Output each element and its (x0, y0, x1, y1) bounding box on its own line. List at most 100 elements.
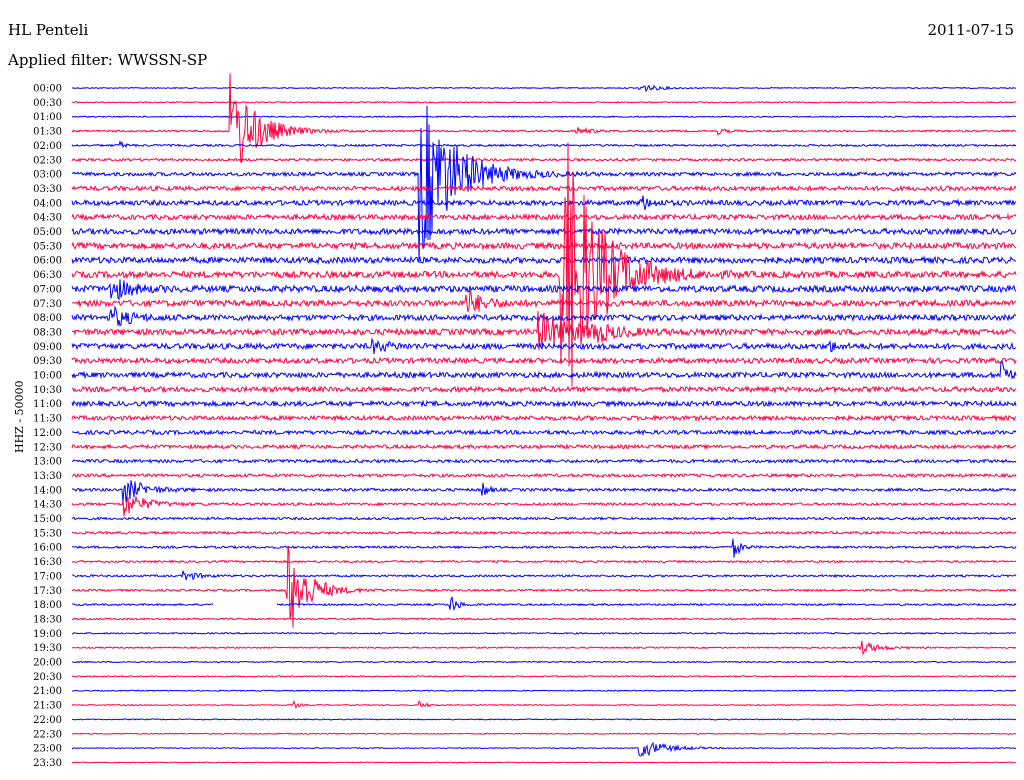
trace-line (71, 84, 1017, 93)
trace-line (71, 559, 1017, 564)
trace-line (71, 356, 1017, 366)
trace-line (71, 496, 1017, 517)
trace-line (71, 472, 1017, 479)
time-label: 05:30 (33, 241, 62, 252)
time-label: 19:00 (33, 629, 62, 640)
trace-line (71, 290, 1017, 312)
trace-line (71, 255, 1017, 266)
trace-line (71, 414, 1017, 423)
trace-line (71, 516, 1017, 521)
time-label: 05:00 (33, 227, 62, 238)
trace-line (71, 631, 1017, 635)
trace-line (71, 101, 1017, 104)
time-label: 03:30 (33, 184, 62, 195)
time-label: 00:00 (33, 84, 62, 95)
time-label: 11:30 (33, 414, 62, 425)
time-label: 09:00 (33, 342, 62, 353)
time-label: 01:00 (33, 112, 62, 123)
trace-line (71, 384, 1017, 394)
time-label: 16:00 (33, 543, 62, 554)
time-label: 11:00 (33, 399, 62, 410)
time-label: 18:00 (33, 600, 62, 611)
time-label: 21:30 (33, 701, 62, 712)
time-label: 13:30 (33, 471, 62, 482)
time-label: 20:30 (33, 672, 62, 683)
time-label: 10:30 (33, 385, 62, 396)
time-label: 12:00 (33, 428, 62, 439)
time-label: 13:00 (33, 457, 62, 468)
time-label: 06:00 (33, 256, 62, 267)
trace-line (71, 359, 1017, 380)
time-label: 23:30 (33, 758, 62, 769)
time-label: 04:00 (33, 198, 62, 209)
time-label-group: 00:00 00:30 01:00 01:30 02:00 02:30 03:00 03:30… (33, 84, 62, 769)
time-label: 07:00 (33, 284, 62, 295)
time-label: 14:30 (33, 500, 62, 511)
time-label: 17:00 (33, 571, 62, 582)
time-label: 04:30 (33, 213, 62, 224)
time-label: 17:30 (33, 586, 62, 597)
trace-line (71, 689, 1017, 692)
time-label: 22:30 (33, 729, 62, 740)
time-label: 02:30 (33, 155, 62, 166)
trace-line (71, 458, 1017, 465)
time-label: 20:00 (33, 658, 62, 669)
trace-line (71, 241, 1017, 251)
trace-line (71, 530, 1017, 536)
trace-line (71, 195, 1017, 211)
trace-line (71, 761, 1017, 764)
trace-line (71, 660, 1017, 664)
trace-line (71, 337, 1017, 355)
time-label: 15:00 (33, 514, 62, 525)
record-date: 2011-07-15 (927, 21, 1014, 39)
trace-line (71, 115, 1017, 119)
trace-line (71, 212, 1017, 222)
time-label: 22:00 (33, 715, 62, 726)
time-label: 23:00 (33, 744, 62, 755)
trace-group (71, 73, 1017, 764)
trace-line (71, 279, 1017, 301)
time-label: 15:30 (33, 528, 62, 539)
time-label: 09:30 (33, 356, 62, 367)
trace-line (71, 399, 1017, 408)
time-label: 03:00 (33, 170, 62, 181)
trace-line (71, 732, 1017, 735)
time-label: 14:00 (33, 485, 62, 496)
trace-line (71, 73, 1017, 164)
trace-line (71, 741, 1017, 757)
station-name: HL Penteli (8, 21, 89, 39)
time-label: 06:30 (33, 270, 62, 281)
applied-filter: Applied filter: WWSSN-SP (8, 51, 208, 69)
trace-line (71, 428, 1017, 437)
trace-line (71, 480, 1017, 503)
time-label: 18:30 (33, 614, 62, 625)
trace-line (71, 139, 1017, 149)
time-label: 16:30 (33, 557, 62, 568)
trace-line (71, 157, 1017, 163)
trace-line (71, 184, 1017, 193)
trace-line (71, 226, 1017, 237)
time-label: 12:30 (33, 442, 62, 453)
trace-line (71, 311, 1017, 351)
time-label: 02:00 (33, 141, 62, 152)
time-label: 19:30 (33, 643, 62, 654)
trace-line (71, 538, 1017, 558)
trace-line (71, 142, 1017, 387)
time-label: 01:30 (33, 127, 62, 138)
trace-line (71, 675, 1017, 678)
trace-line (71, 595, 1017, 612)
trace-line (71, 617, 1017, 621)
trace-line (71, 105, 1017, 263)
time-label: 08:00 (33, 313, 62, 324)
trace-line (71, 443, 1017, 451)
trace-line (71, 640, 1017, 656)
time-label: 07:30 (33, 299, 62, 310)
time-label: 08:30 (33, 327, 62, 338)
time-label: 21:00 (33, 686, 62, 697)
trace-line (71, 700, 1017, 710)
time-label: 00:30 (33, 98, 62, 109)
trace-line (71, 718, 1017, 721)
trace-line (71, 545, 1017, 628)
time-label: 10:00 (33, 371, 62, 382)
